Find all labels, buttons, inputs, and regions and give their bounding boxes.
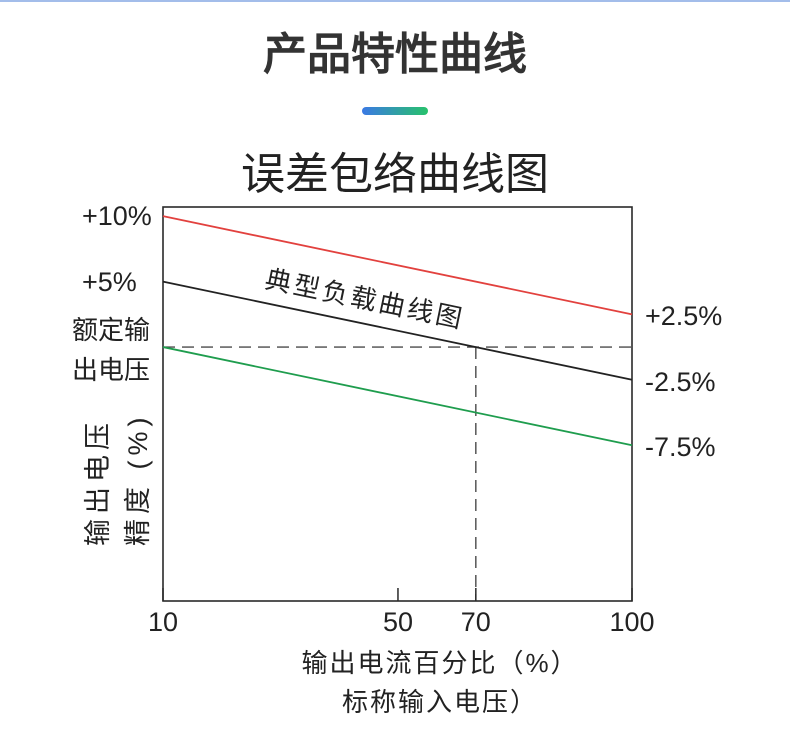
- left-tick-label: +10%: [82, 201, 152, 232]
- x-tick-label: 10: [147, 607, 179, 637]
- x-axis-title-line: 标称输入电压）: [341, 687, 538, 717]
- upper-envelope-line: [162, 215, 633, 316]
- x-axis-title-line: 输出电流百分比（%）: [301, 648, 579, 678]
- chart-title: 误差包络曲线图: [241, 150, 549, 199]
- y-axis-title-line: 精度 (%): [123, 412, 153, 547]
- y-axis-title: 输出电压 精度 (%): [78, 412, 158, 547]
- x-tick-label: 100: [609, 607, 655, 637]
- rated-label-line: 额定输: [72, 315, 151, 346]
- x-axis-title: 输出电流百分比（%） 标称输入电压）: [240, 644, 640, 722]
- right-end-label: -7.5%: [645, 432, 716, 463]
- section-title: 产品特性曲线: [263, 30, 527, 79]
- typical-load-line: [162, 280, 633, 381]
- rated-output-voltage-label: 额定输 出电压: [72, 310, 150, 390]
- rated-label-line: 出电压: [72, 355, 151, 386]
- left-tick-label: +5%: [82, 266, 137, 297]
- title-accent-bar: [362, 107, 428, 115]
- x-tick-label: 70: [460, 607, 491, 637]
- y-axis-title-line: 输出电压: [83, 418, 113, 546]
- right-end-label: +2.5%: [645, 301, 723, 332]
- right-end-label: -2.5%: [645, 366, 716, 397]
- x-tick-label: 50: [382, 607, 413, 637]
- top-rule-line: [0, 0, 790, 2]
- lower-envelope-line: [162, 346, 633, 447]
